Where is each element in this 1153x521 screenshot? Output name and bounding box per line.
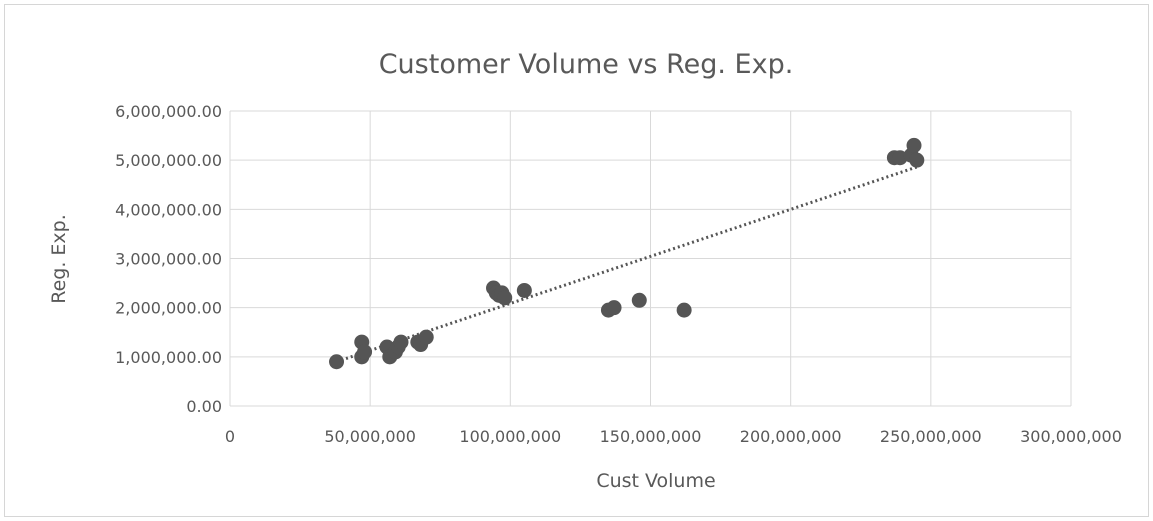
- data-point: [516, 282, 532, 298]
- data-point: [393, 334, 409, 350]
- data-point: [329, 354, 345, 370]
- data-points: [329, 137, 925, 370]
- x-tick-label: 300,000,000: [1020, 427, 1122, 446]
- data-point: [497, 290, 513, 306]
- x-tick-label: 0: [225, 427, 235, 446]
- x-axis-title: Cust Volume: [596, 470, 715, 492]
- data-point: [676, 302, 692, 318]
- y-tick-label: 0.00: [186, 397, 222, 416]
- data-point: [357, 344, 373, 360]
- x-tick-label: 200,000,000: [740, 427, 842, 446]
- scatter-chart: Customer Volume vs Reg. Exp. 0.00 1,000,0…: [48, 49, 1122, 492]
- x-tick-label: 50,000,000: [324, 427, 416, 446]
- y-tick-label: 1,000,000.00: [115, 348, 222, 367]
- data-point: [892, 150, 908, 166]
- data-point: [418, 329, 434, 345]
- y-axis-title: Reg. Exp.: [48, 214, 70, 304]
- x-axis-tick-labels: 0 50,000,000 100,000,000 150,000,000 200,000…: [225, 427, 1122, 446]
- y-tick-label: 6,000,000.00: [115, 102, 222, 121]
- data-point: [606, 300, 622, 316]
- chart-area: Customer Volume vs Reg. Exp. 0.00 1,000,0…: [4, 4, 1149, 517]
- y-tick-label: 2,000,000.00: [115, 299, 222, 318]
- y-tick-label: 3,000,000.00: [115, 250, 222, 269]
- data-point: [906, 137, 922, 153]
- gridlines: [229, 110, 1072, 407]
- x-tick-label: 100,000,000: [459, 427, 561, 446]
- y-tick-label: 5,000,000.00: [115, 151, 222, 170]
- x-tick-label: 150,000,000: [600, 427, 702, 446]
- data-point: [631, 292, 647, 308]
- data-point: [909, 152, 925, 168]
- chart-title: Customer Volume vs Reg. Exp.: [379, 49, 794, 80]
- x-tick-label: 250,000,000: [880, 427, 982, 446]
- y-tick-label: 4,000,000.00: [115, 200, 222, 219]
- y-axis-tick-labels: 0.00 1,000,000.00 2,000,000.00 3,000,000.00…: [115, 102, 222, 416]
